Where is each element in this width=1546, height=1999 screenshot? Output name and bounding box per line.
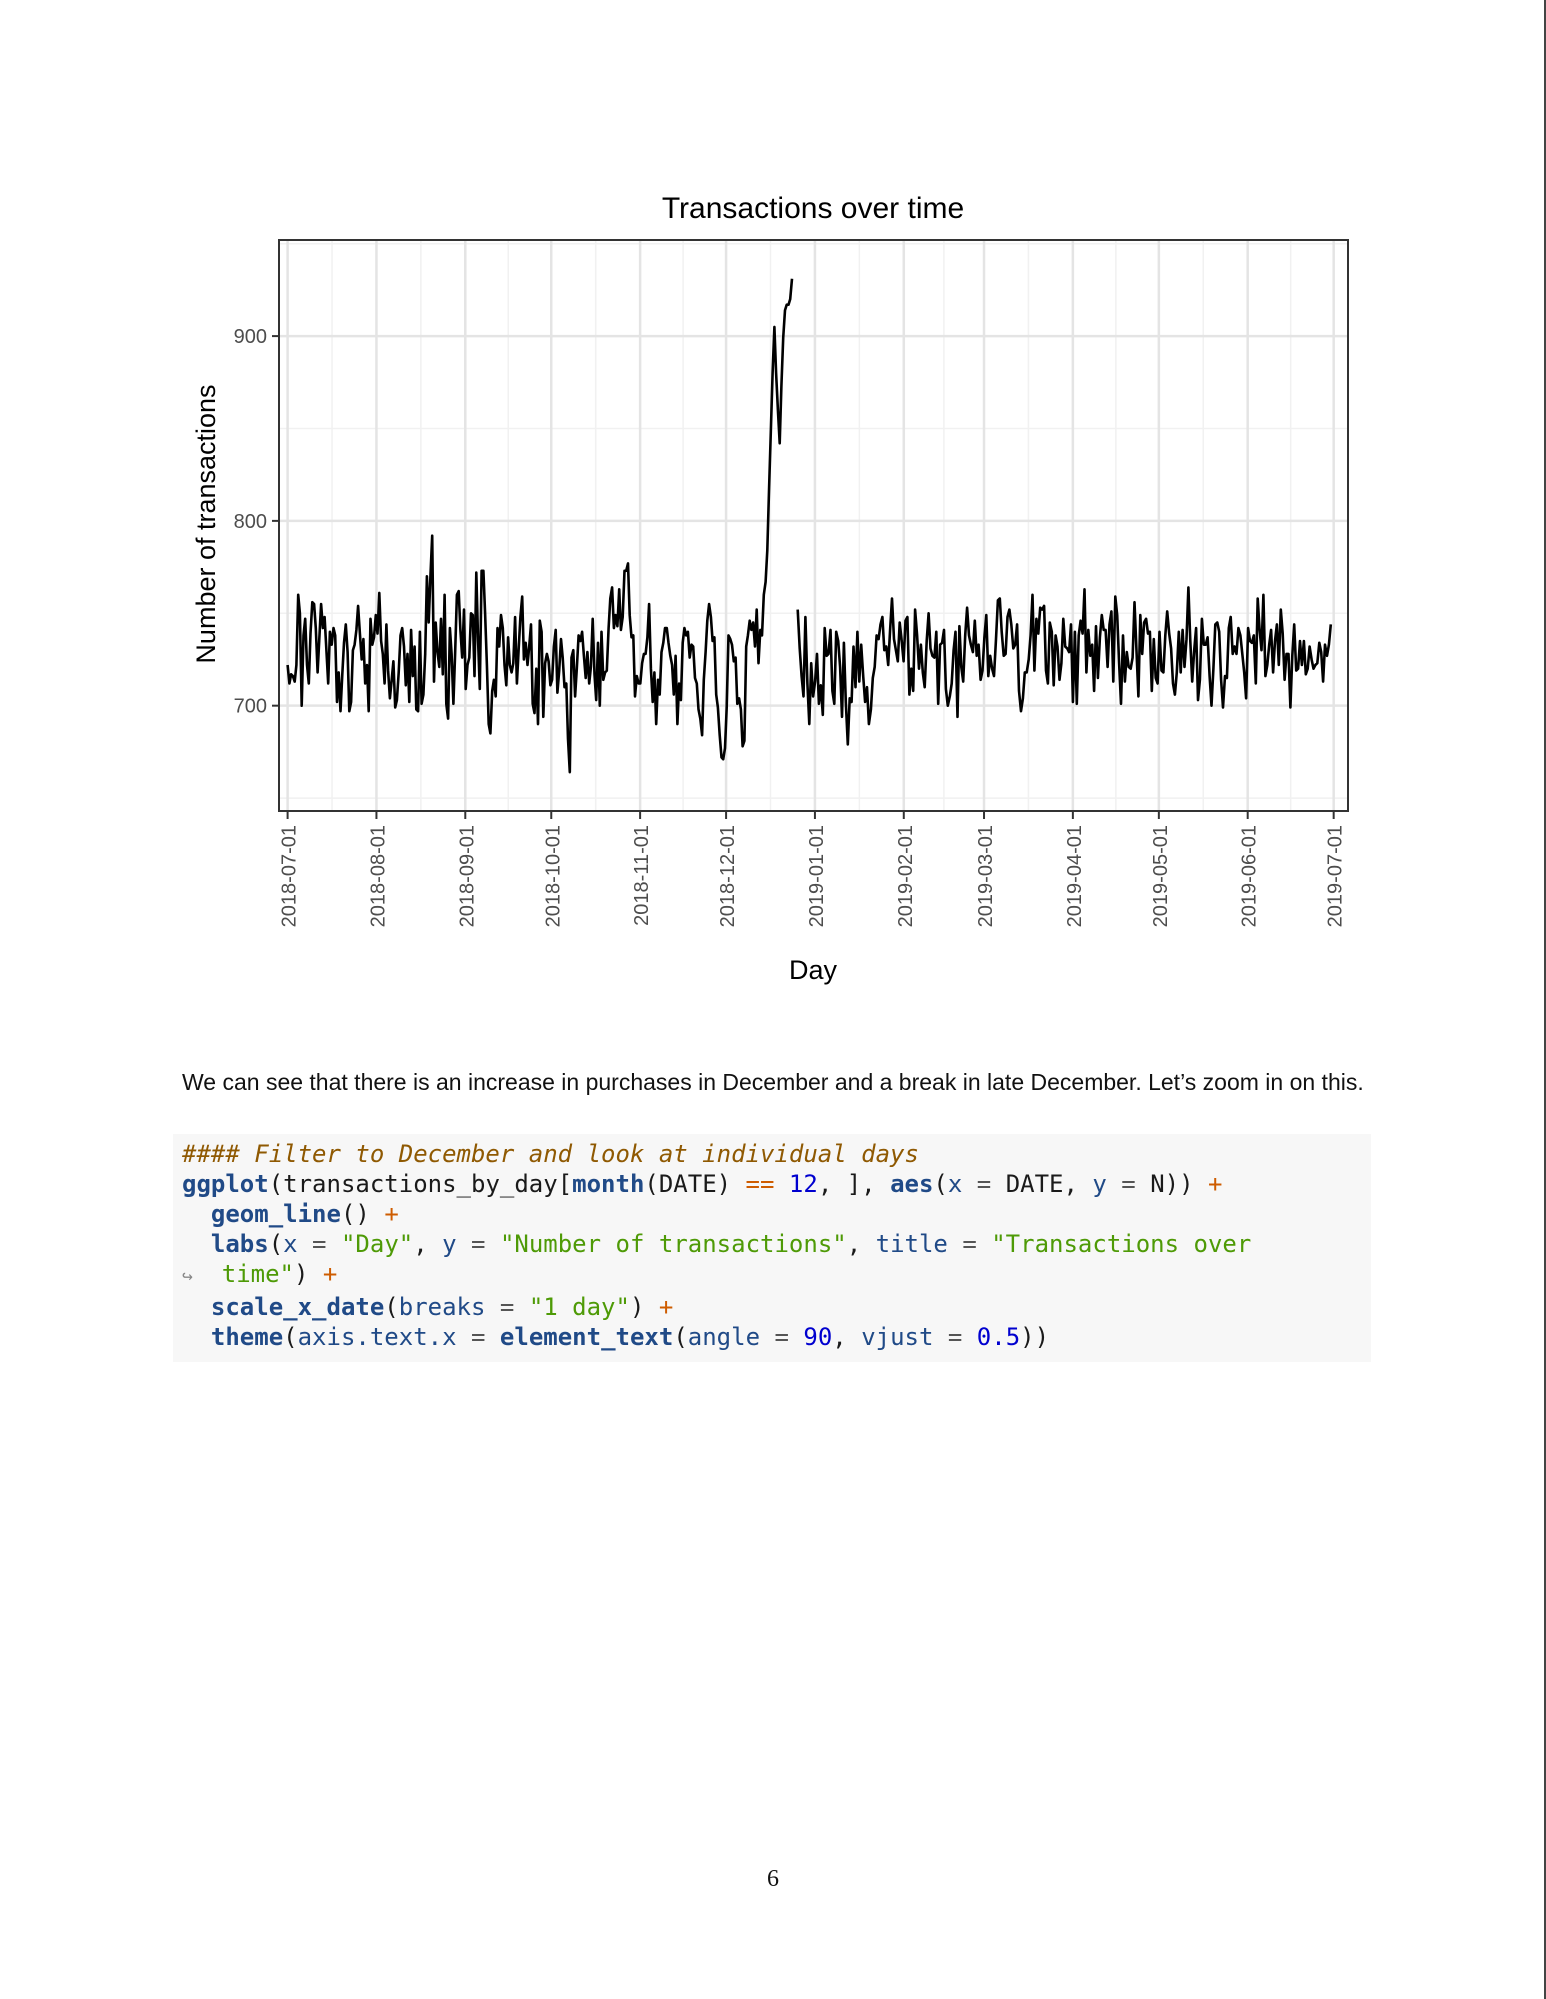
code-token: "1 day" xyxy=(528,1293,630,1321)
transactions-chart: Transactions over time 700 800 900 2018-07-… xyxy=(191,192,1349,985)
code-token: title xyxy=(875,1230,948,1258)
code-token: ggplot xyxy=(182,1170,269,1198)
code-token: axis.text.x xyxy=(297,1323,457,1351)
code-token: == xyxy=(745,1170,775,1198)
code-token: ( xyxy=(384,1293,399,1321)
x-tick-label: 2019-02-01 xyxy=(895,825,917,927)
code-token: "Day" xyxy=(340,1230,414,1258)
x-axis-label: Day xyxy=(789,955,838,985)
y-axis-label: Number of transactions xyxy=(191,384,221,663)
x-tick-label: 2018-11-01 xyxy=(631,825,653,926)
code-token: x xyxy=(947,1170,963,1198)
code-token: , ], xyxy=(817,1170,891,1198)
x-tick-label: 2019-07-01 xyxy=(1325,825,1347,927)
code-token: = xyxy=(1106,1170,1151,1198)
x-tick-label: 2018-08-01 xyxy=(367,825,389,927)
code-token: ( xyxy=(283,1323,298,1351)
code-token xyxy=(774,1170,788,1198)
code-token xyxy=(182,1323,211,1351)
x-tick-label: 2018-07-01 xyxy=(279,825,301,927)
code-token xyxy=(182,1200,211,1228)
code-token: , xyxy=(413,1230,443,1258)
series-line xyxy=(796,586,1333,746)
code-comment: #### Filter to December and look at indi… xyxy=(182,1140,919,1168)
code-token: ( xyxy=(933,1170,948,1198)
code-token: scale_x_date xyxy=(210,1293,385,1321)
code-token: , xyxy=(846,1230,876,1258)
line-wrap-icon: ↪ xyxy=(182,1266,193,1287)
code-token: N)) xyxy=(1150,1170,1208,1198)
code-token: geom_line xyxy=(210,1200,341,1228)
x-tick-label: 2018-10-01 xyxy=(542,825,564,927)
y-tick-label: 800 xyxy=(234,511,267,533)
code-token: = xyxy=(456,1230,500,1258)
code-token: element_text xyxy=(499,1323,674,1351)
code-token: = xyxy=(933,1323,977,1351)
code-token: 90 xyxy=(803,1323,833,1351)
code-token: )) xyxy=(1020,1323,1050,1351)
code-token: ( xyxy=(268,1230,284,1258)
y-tick-label: 900 xyxy=(234,326,267,348)
page-edge xyxy=(1544,0,1546,1999)
chart-title: Transactions over time xyxy=(662,192,964,225)
series-line xyxy=(286,278,794,774)
code-token: y xyxy=(1092,1170,1107,1198)
code-token: theme xyxy=(210,1323,284,1351)
code-token: + xyxy=(322,1260,338,1288)
code-token: time" xyxy=(221,1260,294,1288)
code-token: 12 xyxy=(788,1170,818,1198)
plot-panel xyxy=(279,240,1348,811)
code-token: labs xyxy=(210,1230,269,1258)
code-token xyxy=(182,1230,211,1258)
code-token: "Transactions over xyxy=(991,1230,1252,1258)
code-token xyxy=(182,1293,211,1321)
code-token: y xyxy=(442,1230,457,1258)
code-token: = xyxy=(760,1323,804,1351)
body-paragraph: We can see that there is an increase in … xyxy=(182,1069,1364,1095)
code-token: ) xyxy=(629,1293,659,1321)
code-token: angle xyxy=(687,1323,761,1351)
plot-border xyxy=(278,239,1349,812)
code-token: + xyxy=(658,1293,674,1321)
code-token: 0.5 xyxy=(976,1323,1021,1351)
code-token: ) xyxy=(294,1260,323,1288)
code-token: x xyxy=(283,1230,298,1258)
y-tick-label: 700 xyxy=(234,696,267,718)
code-token: DATE, xyxy=(1005,1170,1093,1198)
code-block: #### Filter to December and look at indi… xyxy=(173,1134,1371,1362)
code-token: ( xyxy=(673,1323,688,1351)
code-token: () xyxy=(340,1200,385,1228)
page-number: 6 xyxy=(767,1866,779,1892)
code-token: (DATE) xyxy=(644,1170,746,1198)
code-token: "Number of transactions" xyxy=(499,1230,847,1258)
x-tick-label: 2019-04-01 xyxy=(1064,825,1086,927)
x-tick-label: 2019-03-01 xyxy=(975,825,997,927)
code-token: = xyxy=(947,1230,992,1258)
code-token: vjust xyxy=(861,1323,934,1351)
code-token xyxy=(193,1260,222,1288)
code-token: month xyxy=(572,1170,645,1198)
x-tick-label: 2018-09-01 xyxy=(456,825,478,927)
code-token: = xyxy=(456,1323,500,1351)
code-token: + xyxy=(1208,1170,1223,1198)
code-token: = xyxy=(485,1293,529,1321)
code-token: = xyxy=(297,1230,341,1258)
code-token: + xyxy=(384,1200,399,1228)
x-tick-label: 2019-06-01 xyxy=(1239,825,1261,927)
x-tick-label: 2019-01-01 xyxy=(806,825,828,927)
code-token: aes xyxy=(890,1170,934,1198)
x-tick-label: 2019-05-01 xyxy=(1150,825,1172,927)
code-token: , xyxy=(832,1323,862,1351)
code-token: (transactions_by_day[ xyxy=(268,1170,573,1198)
code-token: breaks xyxy=(398,1293,486,1321)
x-tick-label: 2018-12-01 xyxy=(717,825,739,927)
code-token: = xyxy=(962,1170,1006,1198)
